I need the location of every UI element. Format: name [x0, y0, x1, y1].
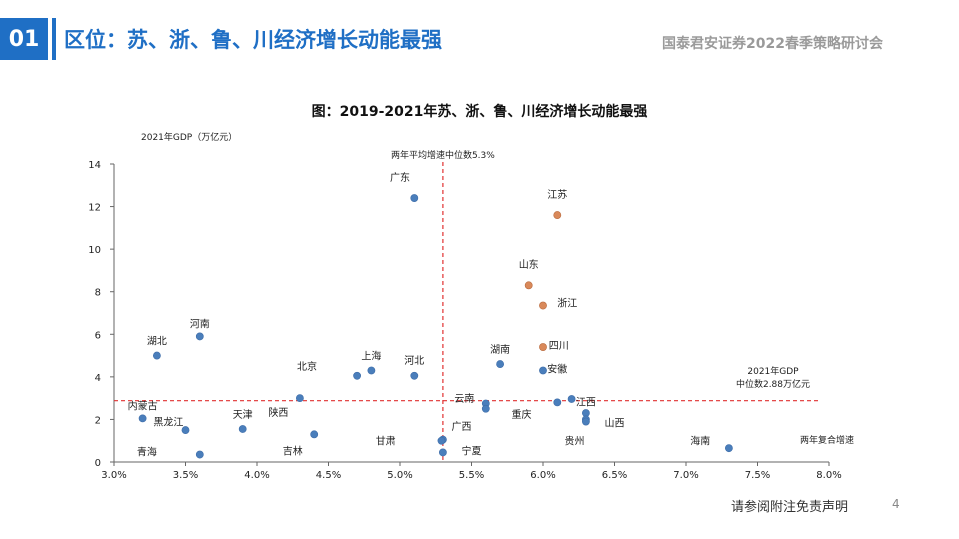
- point-label-北京: 北京: [297, 360, 317, 373]
- point-label-上海: 上海: [361, 350, 381, 363]
- y-tick-label: 10: [88, 245, 101, 256]
- point-label-江西: 江西: [576, 396, 596, 408]
- data-point-河南: [195, 332, 204, 341]
- data-point-湖北: [152, 351, 161, 360]
- point-label-吉林: 吉林: [283, 444, 303, 457]
- point-label-海南: 海南: [690, 435, 710, 448]
- point-label-四川: 四川: [549, 341, 569, 352]
- point-label-山西: 山西: [605, 418, 625, 430]
- page-title: 区位：苏、浙、鲁、川经济增长动能最强: [64, 28, 442, 52]
- data-point-宁夏: [438, 448, 447, 457]
- data-point-云南: [481, 404, 490, 413]
- data-point-河北: [410, 371, 419, 380]
- point-label-河北: 河北: [404, 355, 424, 367]
- data-point-内蒙古: [138, 414, 147, 423]
- data-point-陕西: [295, 394, 304, 403]
- data-point-山东: [524, 281, 533, 290]
- point-label-陕西: 陕西: [268, 406, 288, 419]
- data-point-上海: [367, 366, 376, 375]
- data-point-青海: [195, 450, 204, 459]
- x-tick-label: 4.5%: [316, 470, 341, 481]
- point-label-宁夏: 宁夏: [462, 444, 482, 457]
- point-label-甘肃: 甘肃: [376, 435, 396, 448]
- data-point-重庆: [553, 398, 562, 407]
- data-point-四川: [539, 343, 547, 351]
- chart-title: 图：2019-2021年苏、浙、鲁、川经济增长动能最强: [311, 104, 648, 120]
- y-tick-label: 8: [95, 288, 101, 299]
- section-number-badge: 01: [0, 18, 48, 60]
- median-gdp-label: 中位数2.88万亿元: [736, 378, 810, 390]
- point-label-江苏: 江苏: [547, 188, 567, 201]
- x-tick-label: 6.0%: [530, 470, 555, 481]
- data-point-黑龙江: [181, 426, 190, 434]
- data-point-天津: [238, 425, 247, 433]
- x-tick-label: 6.5%: [602, 470, 627, 481]
- x-axis-title: 两年复合增速: [800, 434, 854, 446]
- point-label-湖北: 湖北: [147, 336, 167, 348]
- x-tick-label: 4.0%: [244, 470, 269, 481]
- point-label-安徽: 安徽: [547, 362, 567, 375]
- data-point-广西: [437, 436, 446, 445]
- data-point-广东: [410, 194, 419, 202]
- point-label-浙江: 浙江: [557, 297, 577, 309]
- x-tick-label: 5.0%: [387, 470, 412, 481]
- point-label-重庆: 重庆: [512, 408, 532, 421]
- title-accent-bar: [52, 18, 56, 60]
- median-gdp-label: 2021年GDP: [747, 365, 799, 377]
- y-tick-label: 4: [95, 373, 101, 384]
- x-tick-label: 3.0%: [101, 470, 126, 481]
- point-label-湖南: 湖南: [490, 343, 510, 356]
- point-label-广西: 广西: [451, 421, 471, 433]
- x-tick-label: 3.5%: [173, 470, 198, 481]
- data-point-吉林: [310, 430, 319, 439]
- data-point-江西: [567, 395, 576, 403]
- x-tick-label: 8.0%: [816, 470, 841, 481]
- point-label-云南: 云南: [454, 392, 474, 405]
- data-point-北京: [353, 371, 361, 380]
- point-label-黑龙江: 黑龙江: [153, 416, 183, 429]
- point-label-青海: 青海: [137, 445, 157, 458]
- point-label-山东: 山东: [519, 258, 539, 271]
- x-tick-label: 7.0%: [673, 470, 698, 481]
- y-tick-label: 6: [95, 330, 101, 341]
- data-point-安徽: [539, 366, 547, 375]
- y-tick-label: 0: [95, 458, 101, 469]
- point-label-河南: 河南: [190, 318, 210, 331]
- point-label-内蒙古: 内蒙古: [128, 400, 158, 413]
- data-point-湖南: [496, 360, 504, 368]
- disclaimer-note[interactable]: 请参阅附注免责声明: [731, 500, 849, 515]
- data-point-海南: [725, 444, 733, 453]
- median-growth-label: 两年平均增速中位数5.3%: [391, 149, 495, 161]
- y-tick-label: 14: [88, 160, 101, 171]
- page-number: 4: [892, 497, 900, 511]
- data-point-浙江: [539, 301, 547, 310]
- company-header: 国泰君安证券2022春季策略研讨会: [662, 36, 883, 52]
- data-point-江苏: [553, 211, 562, 219]
- y-tick-label: 12: [88, 203, 101, 214]
- y-tick-label: 2: [95, 415, 101, 426]
- point-label-广东: 广东: [390, 171, 410, 184]
- y-axis-title: 2021年GDP（万亿元）: [141, 131, 237, 143]
- x-tick-label: 7.5%: [745, 470, 770, 481]
- x-tick-label: 5.5%: [459, 470, 484, 481]
- point-label-天津: 天津: [233, 409, 253, 421]
- point-label-贵州: 贵州: [564, 435, 584, 448]
- data-point-贵州: [582, 417, 590, 426]
